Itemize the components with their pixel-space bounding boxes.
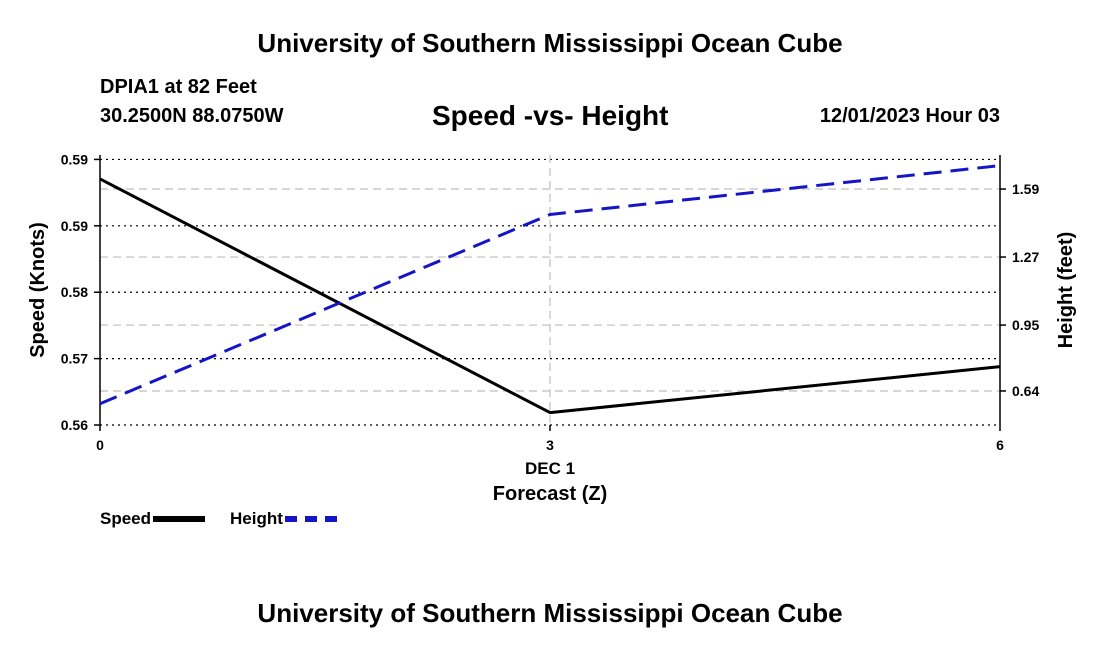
- series-line-height: [99, 164, 1001, 406]
- page-title: University of Southern Mississippi Ocean…: [257, 28, 843, 58]
- x-axis-sublabel: DEC 1: [525, 459, 575, 478]
- legend-speed: Speed: [100, 509, 206, 529]
- y-tick-label-1: 0.57: [61, 351, 88, 367]
- station-coordinates: 30.2500N 88.0750W: [100, 105, 284, 127]
- x-axis-label: Forecast (Z): [493, 483, 607, 505]
- legend-height-swatch: [284, 516, 337, 522]
- y-tick-label-3: 0.59: [61, 218, 88, 234]
- x-tick-label-1: 3: [546, 437, 554, 453]
- footer-title: University of Southern Mississippi Ocean…: [257, 598, 843, 628]
- chart-title: Speed -vs- Height: [432, 100, 669, 131]
- legend-speed-swatch: [153, 516, 206, 522]
- y2-tick-label-0: 0.64: [1012, 383, 1039, 399]
- y-tick-label-0: 0.56: [61, 417, 88, 433]
- x-tick-label-2: 6: [996, 437, 1004, 453]
- legend-height-label: Height: [230, 509, 283, 528]
- y-tick-label-2: 0.58: [61, 284, 88, 300]
- y2-tick-label-1: 0.95: [1012, 317, 1039, 333]
- y2-tick-label-3: 1.59: [1012, 181, 1039, 197]
- series-line-speed: [99, 177, 1001, 415]
- y2-tick-label-2: 1.27: [1012, 249, 1039, 265]
- y-axis-label: Speed (Knots): [27, 222, 49, 358]
- forecast-datetime: 12/01/2023 Hour 03: [819, 105, 1000, 127]
- legend-speed-label: Speed: [100, 509, 152, 528]
- y2-axis-label: Height (feet): [1055, 232, 1077, 349]
- y-tick-label-4: 0.59: [61, 151, 88, 167]
- x-tick-label-0: 0: [96, 437, 104, 453]
- station-label: DPIA1 at 82 Feet: [100, 76, 257, 98]
- legend-height: Height: [230, 509, 337, 529]
